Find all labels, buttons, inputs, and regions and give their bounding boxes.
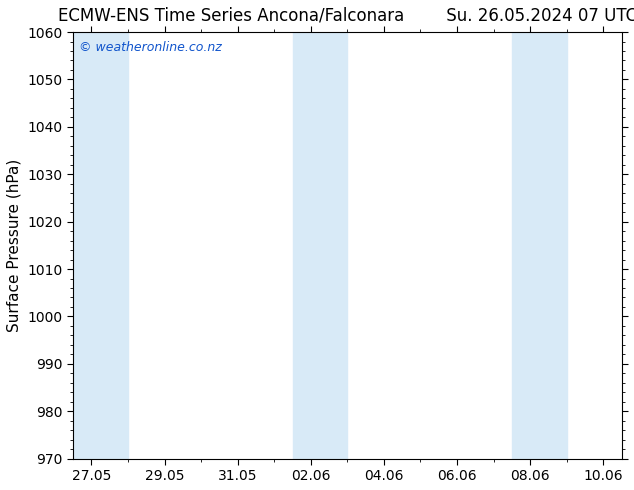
- Title: ECMW-ENS Time Series Ancona/Falconara        Su. 26.05.2024 07 UTC: ECMW-ENS Time Series Ancona/Falconara Su…: [58, 7, 634, 25]
- Text: © weatheronline.co.nz: © weatheronline.co.nz: [79, 41, 221, 53]
- Bar: [512, 32, 567, 459]
- Bar: [73, 32, 128, 459]
- Y-axis label: Surface Pressure (hPa): Surface Pressure (hPa): [7, 159, 22, 332]
- Bar: [292, 32, 347, 459]
